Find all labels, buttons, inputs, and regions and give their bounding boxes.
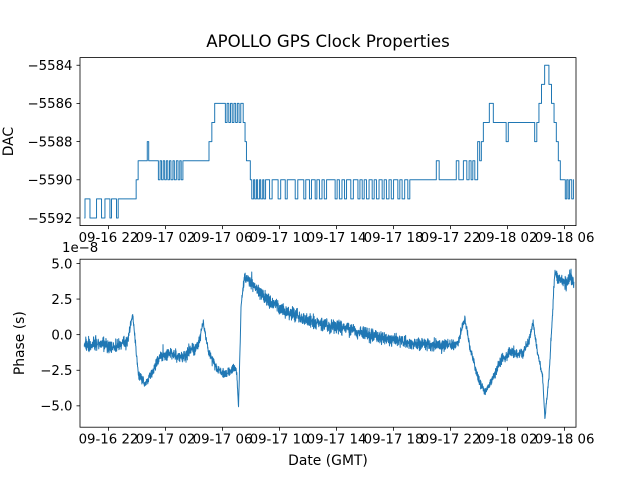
dac-x-tick-label: 09-17 22 — [421, 231, 481, 246]
phase-x-tick-label: 09-17 22 — [421, 433, 481, 448]
phase-x-tick-label: 09-17 02 — [136, 433, 196, 448]
date-x-axis-label: Date (GMT) — [288, 453, 368, 469]
dac-x-tick-label: 09-18 02 — [478, 231, 538, 246]
phase-x-tick-label: 09-18 06 — [535, 433, 595, 448]
dac-y-tick-label: −5590 — [28, 174, 73, 189]
phase-y-tick-label: −5.0 — [40, 400, 72, 415]
phase-x-tick-label: 09-17 14 — [307, 433, 367, 448]
dac-series-line — [84, 64, 574, 219]
dac-x-tick-label: 09-16 22 — [79, 231, 139, 246]
phase-x-tick-label: 09-17 06 — [193, 433, 253, 448]
dac-x-tick-label: 09-17 18 — [364, 231, 424, 246]
dac-y-axis-label: DAC — [1, 127, 17, 156]
phase-x-tick-label: 09-17 18 — [364, 433, 424, 448]
dac-y-tick-label: −5586 — [28, 97, 73, 112]
dac-y-tick-label: −5584 — [28, 59, 73, 74]
dac-x-tick-label: 09-17 02 — [136, 231, 196, 246]
figure-title: APOLLO GPS Clock Properties — [206, 32, 450, 51]
phase-y-tick-label: 0.0 — [51, 328, 72, 343]
dac-x-tick-label: 09-17 14 — [307, 231, 367, 246]
phase-plot-frame — [79, 258, 577, 428]
dac-y-tick-label: −5592 — [28, 212, 73, 227]
dac-x-tick-label: 09-18 06 — [535, 231, 595, 246]
dac-y-tick-label: −5588 — [28, 135, 73, 150]
phase-x-tick-label: 09-16 22 — [79, 433, 139, 448]
dac-x-tick-label: 09-17 10 — [250, 231, 310, 246]
dac-x-tick-label: 09-17 06 — [193, 231, 253, 246]
phase-x-tick-label: 09-18 02 — [478, 433, 538, 448]
y-axis-offset-text: 1e−8 — [62, 241, 98, 256]
phase-y-tick-label: −2.5 — [40, 364, 72, 379]
phase-y-tick-label: 2.5 — [51, 293, 72, 308]
phase-series-line — [83, 268, 575, 419]
phase-y-axis-label: Phase (s) — [12, 311, 28, 375]
phase-y-tick-label: 5.0 — [51, 257, 72, 272]
dac-plot-frame — [79, 57, 577, 226]
phase-x-tick-label: 09-17 10 — [250, 433, 310, 448]
